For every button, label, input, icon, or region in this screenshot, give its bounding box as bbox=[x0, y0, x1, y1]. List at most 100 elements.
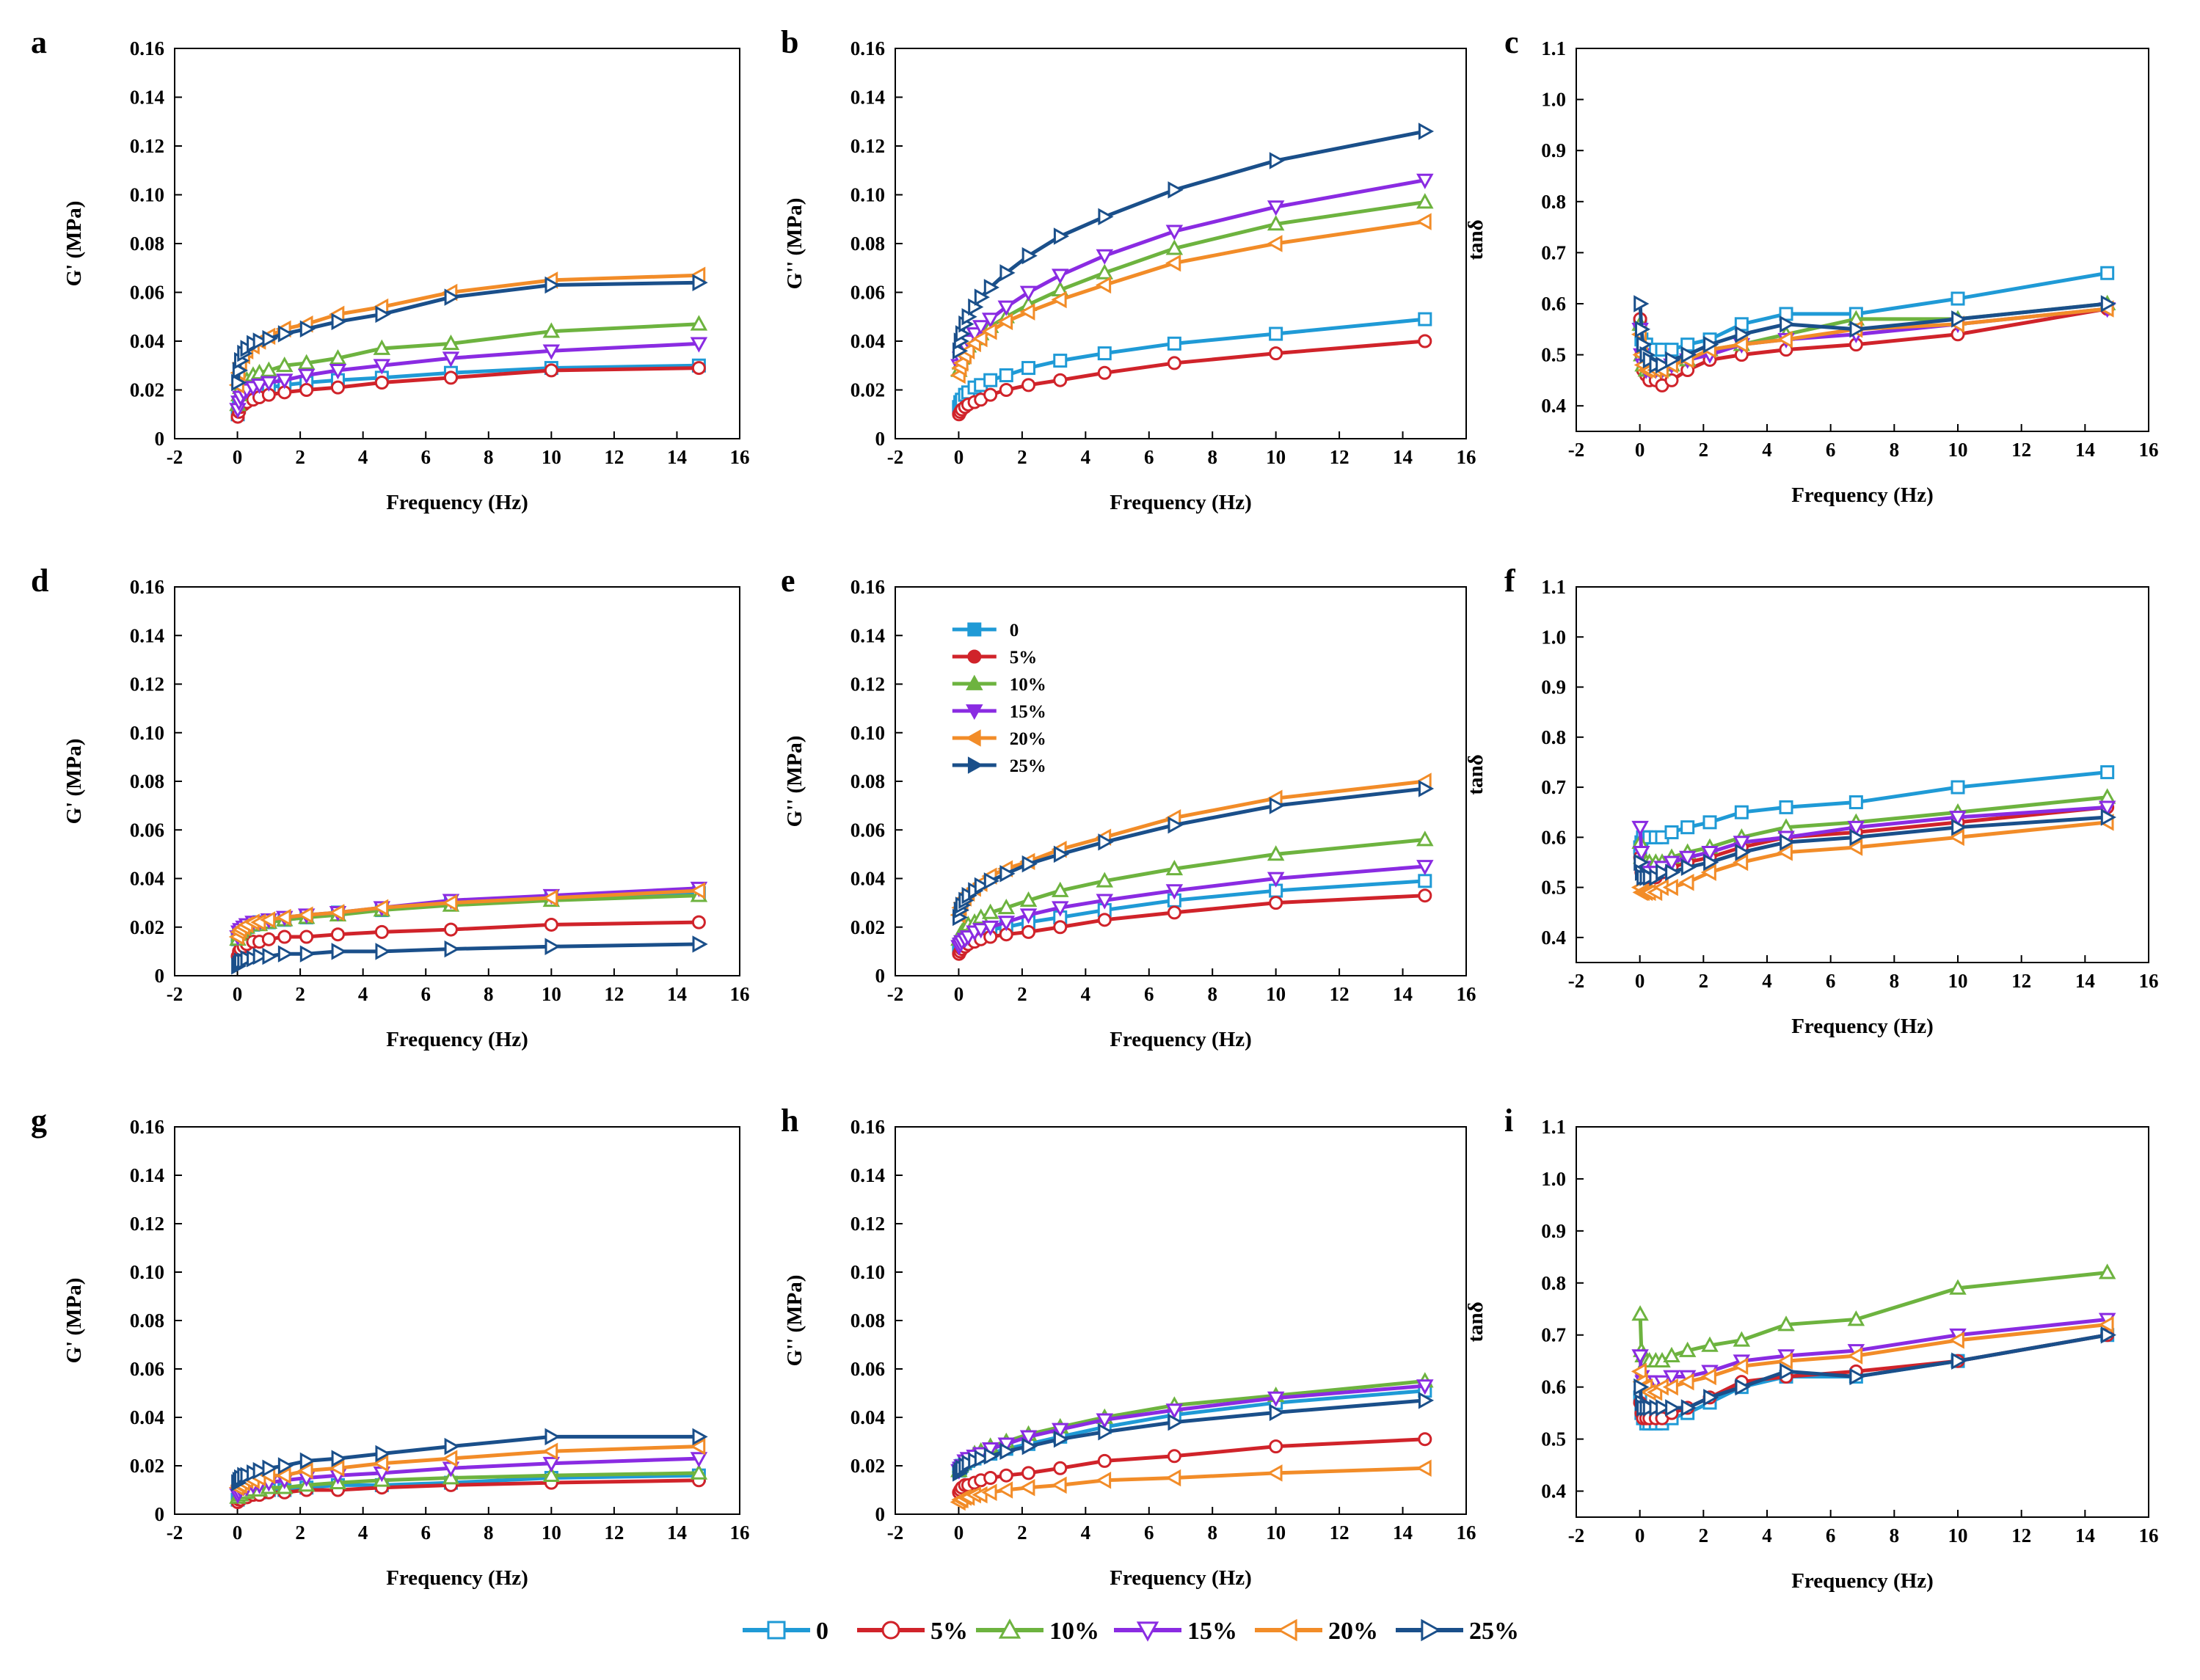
series-25pct bbox=[231, 1428, 708, 1491]
y-tick-label: 0.8 bbox=[1541, 191, 1566, 213]
y-tick-label: 1.0 bbox=[1541, 626, 1566, 648]
y-tick-label: 0.10 bbox=[851, 184, 885, 206]
series-20pct bbox=[1631, 1315, 2114, 1401]
plot-frame bbox=[1576, 1126, 2149, 1518]
data-point bbox=[1168, 181, 1184, 199]
y-tick-label: 0.5 bbox=[1541, 877, 1566, 899]
x-tick-label: 12 bbox=[604, 446, 624, 468]
data-point bbox=[1701, 845, 1719, 862]
series-line bbox=[957, 339, 1426, 415]
x-tick-label: 10 bbox=[542, 446, 561, 468]
series-10pct bbox=[950, 193, 1434, 377]
panel-label-h: h bbox=[781, 1103, 798, 1139]
x-tick-label: 12 bbox=[1330, 983, 1349, 1005]
x-tick-label: 4 bbox=[1081, 983, 1091, 1005]
data-point bbox=[1019, 1430, 1038, 1446]
data-point bbox=[1052, 901, 1069, 917]
data-point bbox=[1095, 276, 1112, 294]
data-point bbox=[1663, 1346, 1680, 1362]
y-tick-label: 0.6 bbox=[1541, 293, 1566, 315]
data-point bbox=[997, 916, 1016, 932]
x-tick-label: 8 bbox=[1890, 1524, 1900, 1546]
series-line bbox=[957, 129, 1426, 351]
data-point bbox=[1735, 326, 1751, 343]
data-point bbox=[1269, 1439, 1283, 1454]
y-tick-label: 0.12 bbox=[851, 135, 885, 157]
chart-panel-g: g-2 0 2 4 6 8 10 12 14 1600.020.040.060.080.100.1… bbox=[31, 1103, 750, 1590]
data-point bbox=[1680, 858, 1697, 877]
data-point bbox=[373, 339, 391, 355]
data-point bbox=[542, 322, 561, 338]
data-point bbox=[1165, 1469, 1181, 1487]
data-point bbox=[277, 1457, 294, 1475]
series-line bbox=[957, 178, 1426, 366]
x-tick-label: 4 bbox=[358, 1522, 368, 1544]
data-point bbox=[231, 373, 247, 392]
y-tick-label: 0.16 bbox=[130, 576, 164, 598]
x-tick-label: 2 bbox=[1017, 983, 1027, 1005]
y-tick-label: 0.10 bbox=[130, 1261, 164, 1283]
data-point bbox=[983, 872, 999, 890]
data-point bbox=[1662, 1378, 1678, 1396]
x-tick-label: 0 bbox=[1635, 439, 1645, 461]
x-tick-label: 14 bbox=[2075, 1524, 2095, 1546]
data-point bbox=[1051, 1476, 1067, 1494]
data-point bbox=[2098, 800, 2116, 817]
x-tick-label: 8 bbox=[484, 983, 494, 1005]
x-tick-label: 0 bbox=[233, 446, 243, 468]
data-point bbox=[1700, 1367, 1716, 1386]
data-point bbox=[1633, 295, 1650, 313]
data-point bbox=[374, 376, 389, 390]
data-point bbox=[373, 899, 389, 916]
y-tick-label: 0 bbox=[875, 428, 886, 450]
y-axis-title: G'' (MPa) bbox=[783, 736, 806, 828]
data-point bbox=[444, 288, 460, 306]
y-tick-label: 0.12 bbox=[130, 673, 164, 695]
data-point bbox=[1663, 1370, 1680, 1386]
x-tick-label: 14 bbox=[1393, 1522, 1413, 1544]
data-point bbox=[1167, 1449, 1181, 1464]
data-point bbox=[1269, 896, 1283, 910]
data-point bbox=[1416, 830, 1434, 847]
legend-marker bbox=[967, 756, 984, 774]
data-point bbox=[262, 1459, 278, 1478]
legend-marker bbox=[1421, 1618, 1441, 1642]
x-tick-label: 16 bbox=[2139, 1524, 2159, 1546]
data-point bbox=[442, 335, 460, 351]
series-25pct bbox=[953, 1392, 1435, 1482]
data-point bbox=[1733, 836, 1751, 852]
y-tick-label: 0.06 bbox=[130, 282, 164, 304]
y-tick-label: 0.04 bbox=[851, 868, 885, 890]
data-point bbox=[1680, 1399, 1697, 1417]
data-point bbox=[1418, 1432, 1432, 1447]
data-point bbox=[690, 337, 708, 353]
x-tick-label: -2 bbox=[887, 446, 904, 468]
data-point bbox=[1703, 1389, 1719, 1406]
panel-label-d: d bbox=[31, 563, 48, 599]
legend-marker bbox=[1136, 1621, 1159, 1642]
data-point bbox=[299, 383, 314, 397]
y-tick-label: 0.04 bbox=[851, 1406, 885, 1428]
panel-label-b: b bbox=[781, 24, 798, 60]
data-point bbox=[299, 945, 316, 963]
data-point bbox=[691, 361, 706, 376]
data-point bbox=[1019, 908, 1038, 924]
legend-label: 15% bbox=[1187, 1618, 1237, 1645]
x-tick-label: 12 bbox=[2011, 970, 2031, 992]
x-tick-label: 6 bbox=[1144, 983, 1154, 1005]
data-point bbox=[1021, 246, 1038, 265]
chart-panel-h: h-2 0 2 4 6 8 10 12 14 1600.020.040.060.080.100.1… bbox=[781, 1103, 1476, 1590]
panel-label-c: c bbox=[1504, 24, 1519, 60]
series-15pct bbox=[229, 337, 708, 419]
data-point bbox=[1702, 815, 1717, 830]
data-point bbox=[1416, 1459, 1432, 1478]
y-tick-label: 0.12 bbox=[130, 135, 164, 157]
y-tick-label: 0.02 bbox=[130, 379, 164, 401]
x-tick-label: 10 bbox=[1266, 983, 1286, 1005]
data-point bbox=[1678, 1341, 1697, 1357]
data-point bbox=[692, 935, 708, 953]
data-point bbox=[1665, 863, 1681, 881]
x-tick-label: 6 bbox=[1144, 1522, 1154, 1544]
data-point bbox=[442, 894, 458, 912]
data-point bbox=[1165, 859, 1184, 876]
